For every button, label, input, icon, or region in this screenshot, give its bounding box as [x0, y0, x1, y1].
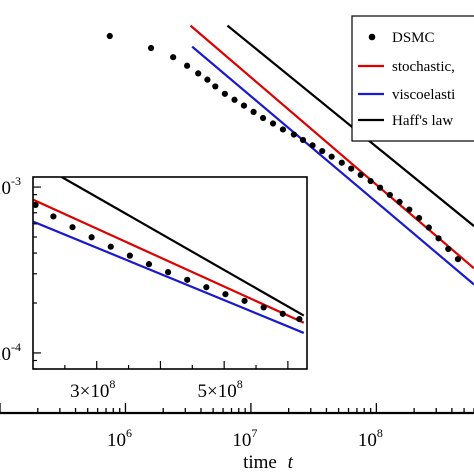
- main-dsmc-point: [212, 83, 219, 90]
- main-x-tick-label: 107: [232, 426, 257, 451]
- inset-dsmc-point: [241, 297, 248, 304]
- inset-dsmc-point: [126, 252, 133, 259]
- inset-dsmc-point: [88, 234, 95, 241]
- inset-tick-labels: 3×108 5×108 10-3 10-4: [0, 174, 243, 402]
- main-dsmc-point: [425, 224, 432, 231]
- x-axis-label-variable: t: [288, 452, 294, 473]
- main-dsmc-point: [454, 256, 462, 263]
- x-axis-label: time t: [243, 452, 294, 473]
- legend-label-dsmc: DSMC: [392, 30, 435, 46]
- main-x-tick-label: 108: [358, 426, 383, 451]
- inset-dsmc-point: [279, 310, 286, 317]
- main-dsmc-point: [406, 206, 413, 213]
- inset-x-tick-label: 3×108: [70, 377, 115, 402]
- inset-dsmc-point: [222, 291, 229, 298]
- legend-label-viscoelastic: viscoelasti: [392, 87, 455, 103]
- inset-dsmc-point: [107, 243, 114, 250]
- main-series-group: [106, 24, 474, 286]
- main-dsmc-point: [299, 136, 307, 144]
- main-dsmc-point: [106, 32, 113, 40]
- main-dsmc-point: [184, 62, 191, 69]
- main-dsmc-point: [386, 191, 393, 199]
- main-dsmc-point: [348, 165, 355, 172]
- main-dsmc-point: [328, 153, 335, 160]
- main-dsmc-point: [195, 70, 202, 77]
- main-dsmc-point: [309, 142, 316, 149]
- main-dsmc-point: [279, 126, 287, 133]
- main-x-tick-labels: 106 107 108: [107, 426, 383, 451]
- main-dsmc-point: [269, 120, 277, 127]
- main-dsmc-point: [376, 184, 384, 191]
- legend-label-haff: Haff's law: [392, 113, 453, 129]
- inset-series-group: [33, 177, 305, 334]
- inset-x-tick-label: 5×108: [198, 377, 243, 402]
- main-dsmc-point: [357, 171, 364, 179]
- main-dsmc-point: [415, 214, 423, 222]
- main-dsmc-point: [170, 54, 177, 61]
- legend-label-stochastic: stochastic,: [392, 59, 455, 75]
- main-dsmc-point: [221, 90, 228, 97]
- inset-line-haffslaw: [61, 177, 305, 317]
- inset-dsmc-point: [50, 213, 57, 220]
- main-dsmc-point: [338, 159, 345, 166]
- main-dsmc-point: [259, 114, 267, 122]
- inset-line-viscoelasti: [33, 220, 305, 334]
- inset-y-tick-label: 10-3: [0, 174, 21, 199]
- main-dsmc-point: [147, 44, 155, 52]
- legend: DSMC stochastic, viscoelasti Haff's law: [351, 15, 474, 142]
- main-dsmc-point: [319, 147, 326, 155]
- inset-dsmc-point: [164, 269, 172, 276]
- inset-dsmc-point: [69, 224, 76, 231]
- inset-dsmc-point: [145, 261, 153, 268]
- main-dsmc-point: [396, 198, 403, 206]
- main-line-haffslaw: [226, 24, 474, 227]
- inset-y-tick-label: 10-4: [0, 340, 21, 365]
- x-axis-label-text: time: [243, 452, 277, 473]
- main-dsmc-point: [240, 102, 248, 109]
- inset-dsmc-point: [203, 284, 210, 291]
- inset-dsmc-point: [296, 315, 303, 323]
- main-line-viscoelasti: [191, 45, 474, 286]
- inset-dsmc-point: [260, 304, 267, 311]
- main-dsmc-point: [435, 235, 442, 242]
- main-dsmc-point: [290, 131, 297, 138]
- main-x-ticks: [0, 403, 474, 413]
- main-dsmc-point: [445, 245, 452, 253]
- inset-dsmc-point: [184, 276, 191, 283]
- main-dsmc-point: [367, 177, 374, 185]
- main-dsmc-point: [204, 76, 211, 83]
- inset-ticks: [33, 186, 289, 370]
- inset-line-stochastic: [33, 198, 305, 324]
- legend-marker-dsmc: [368, 33, 376, 41]
- main-x-tick-label: 106: [107, 426, 132, 451]
- main-dsmc-point: [250, 108, 257, 115]
- inset-frame: [32, 176, 308, 370]
- main-dsmc-point: [231, 96, 238, 103]
- inset-plot: 3×108 5×108 10-3 10-4: [0, 174, 308, 402]
